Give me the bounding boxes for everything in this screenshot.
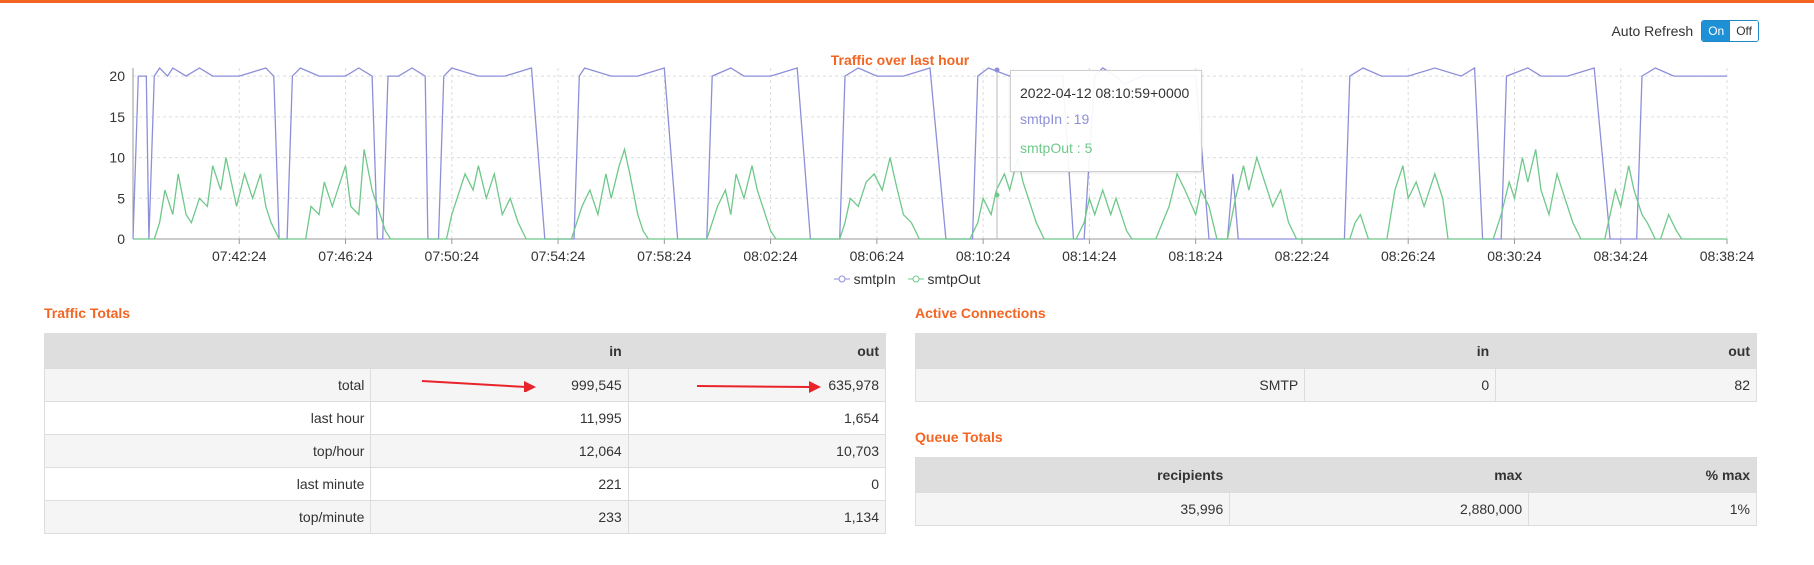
x-tick-label: 08:34:24	[1593, 248, 1648, 264]
row-label: top/minute	[43, 500, 372, 534]
hover-point-smtpin	[994, 67, 1000, 73]
table-header: in	[1304, 333, 1497, 369]
x-tick-label: 07:50:24	[425, 248, 480, 264]
tooltip-smtpin: smtpIn : 19	[1020, 111, 1090, 127]
chart-series	[132, 66, 1727, 240]
cell-in: 11,995	[370, 401, 629, 435]
auto-refresh-off-button[interactable]: Off	[1730, 21, 1758, 41]
x-tick-label: 08:18:24	[1168, 248, 1223, 264]
table-header: out	[1495, 333, 1757, 369]
table-row: last minute 221 0	[43, 467, 887, 501]
x-tick-label: 08:10:24	[956, 248, 1011, 264]
legend-item-smtpin[interactable]: smtpIn	[833, 271, 896, 287]
cell-in: 221	[370, 467, 629, 501]
table-row: last hour 11,995 1,654	[43, 401, 887, 435]
queue-totals-table: recipients max % max 35,996 2,880,000 1%	[914, 457, 1757, 526]
cell-percent-max: 1%	[1528, 492, 1757, 526]
table-header: % max	[1528, 457, 1757, 493]
cell-in: 0	[1304, 368, 1497, 402]
auto-refresh-on-button[interactable]: On	[1702, 21, 1731, 41]
table-header: in	[370, 333, 629, 369]
cell-in: 999,545	[370, 368, 629, 402]
legend-label-smtpout: smtpOut	[927, 271, 981, 287]
x-tick-label: 08:26:24	[1381, 248, 1436, 264]
cell-out: 1,134	[627, 500, 887, 534]
cell-in: 233	[370, 500, 629, 534]
red-arrow-in	[421, 380, 536, 392]
x-tick-label: 08:38:24	[1700, 248, 1755, 264]
row-label: SMTP	[914, 368, 1306, 402]
hover-point-smtpout	[994, 192, 1000, 198]
table-header: out	[627, 333, 887, 369]
cell-out: 0	[627, 467, 887, 501]
table-row: 35,996 2,880,000 1%	[914, 492, 1757, 526]
cell-in: 12,064	[370, 434, 629, 468]
red-arrow-out	[696, 381, 821, 393]
legend-marker-smtpin	[833, 275, 850, 283]
chart-tooltip: 2022-04-12 08:10:59+0000 smtpIn : 19 smt…	[1010, 70, 1202, 172]
series-line-smtpin	[132, 66, 1727, 240]
table-header: max	[1229, 457, 1530, 493]
cell-recipients: 35,996	[914, 492, 1231, 526]
table-header	[43, 333, 372, 369]
auto-refresh-label: Auto Refresh	[1611, 23, 1694, 39]
row-label: last minute	[43, 467, 372, 501]
x-tick-label: 08:30:24	[1487, 248, 1542, 264]
table-row: top/minute 233 1,134	[43, 500, 887, 534]
table-row: top/hour 12,064 10,703	[43, 434, 887, 468]
cell-out: 10,703	[627, 434, 887, 468]
y-tick-label: 0	[117, 231, 125, 247]
tooltip-time: 2022-04-12 08:10:59+0000	[1020, 85, 1190, 101]
cell-out: 1,654	[627, 401, 887, 435]
table-header: recipients	[914, 457, 1231, 493]
x-tick-label: 07:54:24	[531, 248, 586, 264]
x-tick-label: 08:02:24	[743, 248, 798, 264]
y-tick-label: 10	[109, 150, 125, 166]
active-connections-table: in out SMTP 0 82	[914, 333, 1757, 402]
row-label: last hour	[43, 401, 372, 435]
chart-title: Traffic over last hour	[831, 52, 970, 68]
traffic-totals-table: in out total 999,545 635,978 last hour 1…	[43, 333, 887, 534]
table-row: SMTP 0 82	[914, 368, 1757, 402]
auto-refresh-toggle[interactable]: On Off	[1701, 20, 1759, 42]
legend-label-smtpin: smtpIn	[853, 271, 896, 287]
y-tick-label: 20	[109, 68, 125, 84]
queue-totals-title: Queue Totals	[915, 429, 1003, 445]
cell-out: 82	[1495, 368, 1757, 402]
y-tick-label: 15	[109, 109, 125, 125]
x-tick-label: 08:22:24	[1275, 248, 1330, 264]
tooltip-smtpout: smtpOut : 5	[1020, 140, 1093, 156]
series-line-smtpout	[133, 146, 1727, 240]
legend-item-smtpout[interactable]: smtpOut	[907, 271, 981, 287]
y-tick-label: 5	[117, 190, 125, 206]
auto-refresh: Auto Refresh On Off	[1611, 20, 1759, 42]
x-tick-label: 08:14:24	[1062, 248, 1117, 264]
traffic-totals-title: Traffic Totals	[44, 305, 131, 321]
chart-legend: smtpIn smtpOut	[0, 271, 1814, 287]
active-connections-title: Active Connections	[915, 305, 1046, 321]
top-accent-bar	[0, 0, 1814, 3]
x-tick-label: 07:42:24	[212, 248, 267, 264]
row-label: total	[43, 368, 372, 402]
table-header	[914, 333, 1306, 369]
chart-axes: 0 5 10 15 20 07:42:24 07:46:24 07:50:24 07:54:24…	[109, 68, 1754, 264]
x-tick-label: 08:06:24	[850, 248, 905, 264]
x-tick-label: 07:58:24	[637, 248, 692, 264]
row-label: top/hour	[43, 434, 372, 468]
table-row: total 999,545 635,978	[43, 368, 887, 402]
cell-max: 2,880,000	[1229, 492, 1530, 526]
x-tick-label: 07:46:24	[318, 248, 373, 264]
legend-marker-smtpout	[907, 275, 924, 283]
